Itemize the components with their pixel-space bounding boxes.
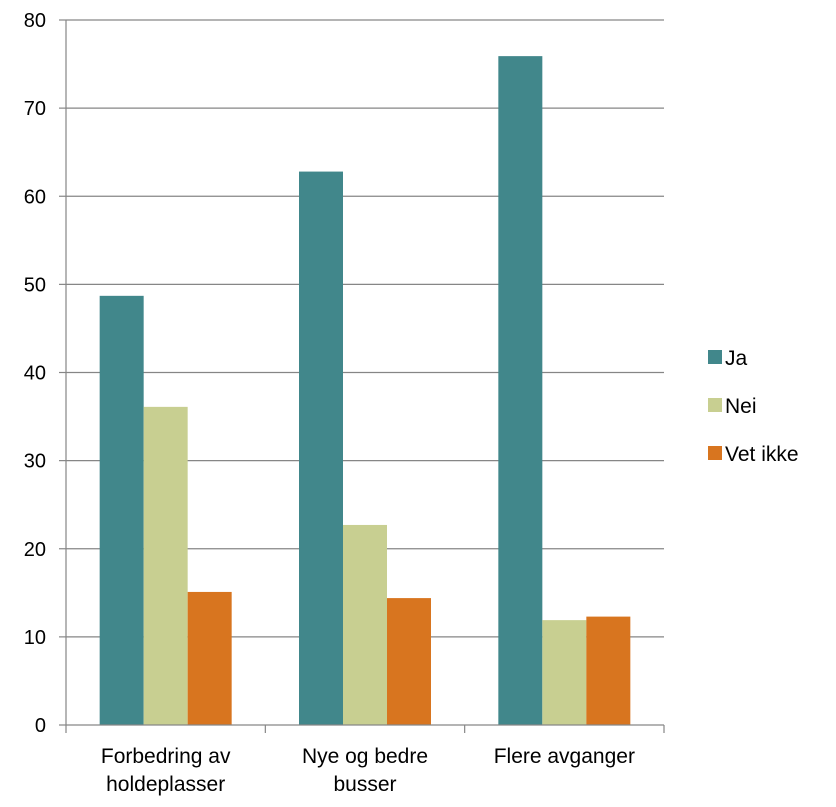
x-tick-label: holdeplasser	[106, 773, 225, 796]
x-tick-label: busser	[333, 773, 396, 796]
bar-nei	[143, 406, 188, 725]
legend-swatch	[708, 446, 722, 460]
y-tick-label: 0	[35, 715, 46, 737]
y-tick-label: 50	[24, 274, 46, 296]
y-tick-label: 40	[24, 363, 46, 385]
bar-ja	[498, 56, 543, 726]
bars	[99, 56, 631, 726]
x-tick-label: Nye og bedre	[302, 745, 428, 768]
y-tick-label: 80	[24, 10, 46, 32]
bar-vet-ikke	[187, 591, 232, 725]
y-tick-label: 30	[24, 451, 46, 473]
axes: 0 10 20 30 40 50 60 70 80 Forbedring av holdeplass…	[24, 10, 665, 796]
y-tick-label: 10	[24, 627, 46, 649]
bar-ja	[99, 295, 144, 725]
legend-label: Nei	[725, 395, 757, 418]
x-tick-label: Forbedring av	[101, 745, 231, 768]
x-tick-label: Flere avganger	[494, 745, 635, 768]
legend-swatch	[708, 398, 722, 412]
y-tick-label: 60	[24, 186, 46, 208]
legend-swatch	[708, 350, 722, 364]
legend-label: Vet ikke	[725, 443, 799, 466]
bar-ja	[299, 171, 343, 725]
bar-nei	[542, 620, 587, 725]
legend: Ja Nei Vet ikke	[708, 347, 799, 466]
bar-vet-ikke	[586, 616, 631, 725]
y-tick-label: 70	[24, 98, 46, 120]
bar-nei	[343, 524, 387, 725]
y-tick-label: 20	[24, 539, 46, 561]
legend-label: Ja	[725, 347, 748, 370]
bar-vet-ikke	[387, 598, 431, 725]
